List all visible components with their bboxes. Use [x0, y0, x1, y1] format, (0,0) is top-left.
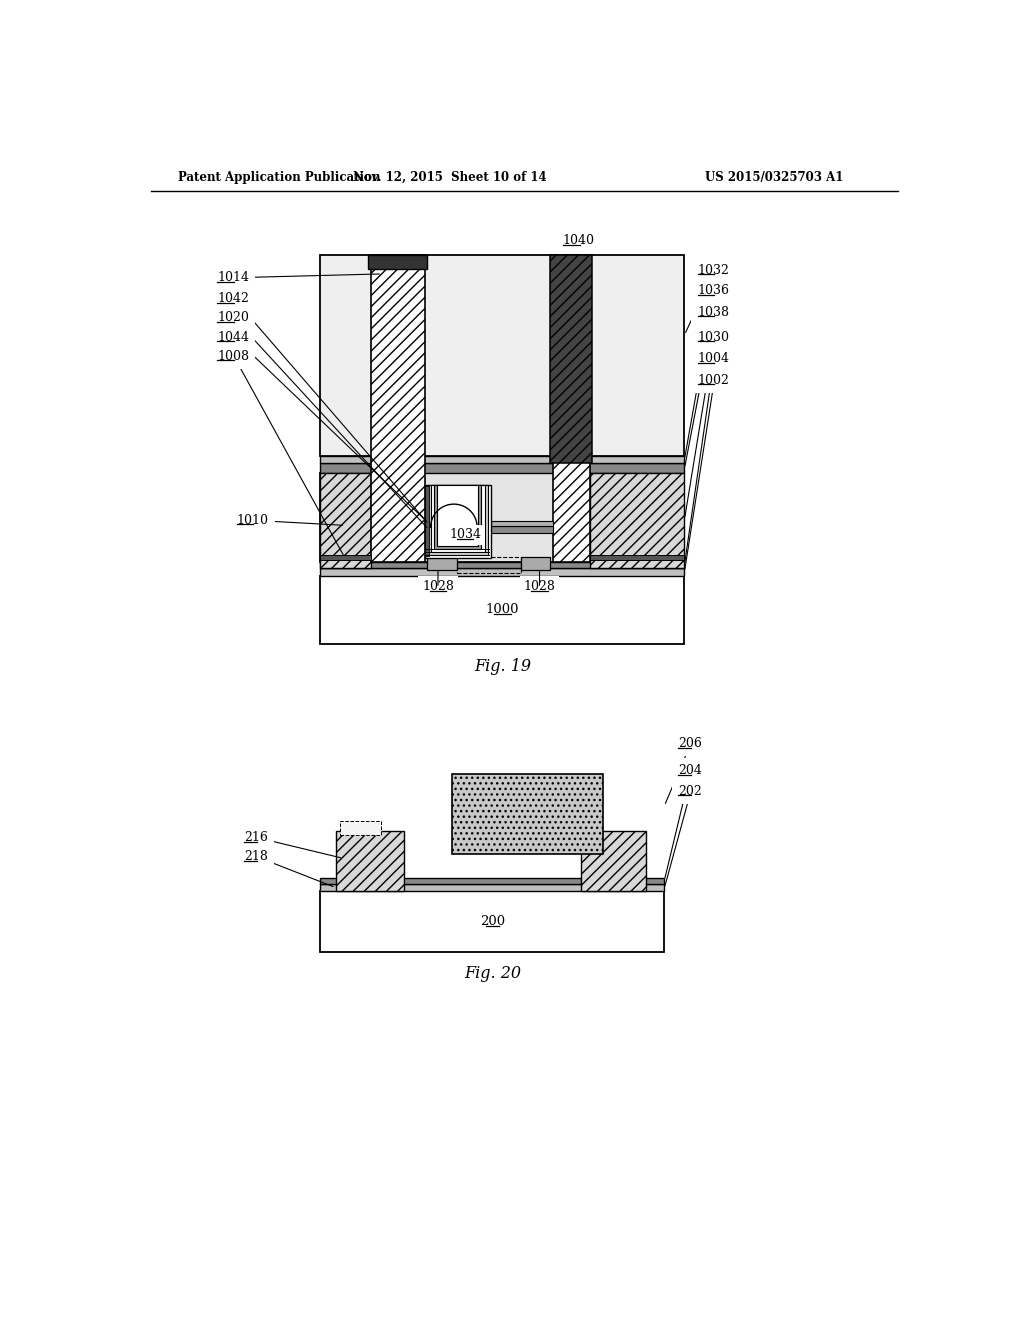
Bar — [434, 484, 481, 549]
Bar — [371, 255, 425, 562]
Text: 1008: 1008 — [217, 350, 249, 363]
Bar — [321, 463, 684, 474]
Bar — [550, 255, 592, 463]
Bar — [321, 562, 684, 568]
Bar — [321, 255, 684, 455]
Bar — [437, 484, 478, 545]
Text: 1040: 1040 — [563, 234, 595, 247]
Bar — [457, 557, 521, 573]
Text: 1030: 1030 — [697, 330, 730, 343]
Text: 1034: 1034 — [450, 528, 481, 541]
Text: 216: 216 — [245, 832, 268, 843]
Text: Fig. 20: Fig. 20 — [464, 965, 521, 982]
Bar — [553, 255, 590, 562]
Text: Patent Application Publication: Patent Application Publication — [178, 172, 381, 185]
Bar — [336, 832, 403, 891]
Text: 1028: 1028 — [523, 579, 555, 593]
Bar — [321, 576, 684, 644]
Bar — [427, 557, 457, 570]
Text: 1042: 1042 — [217, 292, 249, 305]
Text: 218: 218 — [245, 850, 268, 863]
Bar — [431, 484, 484, 552]
Bar — [321, 568, 684, 576]
Text: 1002: 1002 — [697, 374, 729, 387]
Bar — [321, 455, 684, 463]
Bar — [428, 484, 487, 554]
Bar — [321, 554, 371, 561]
Text: 1010: 1010 — [237, 513, 268, 527]
Text: 204: 204 — [678, 764, 702, 777]
Bar — [340, 821, 381, 836]
Bar — [321, 474, 371, 568]
Text: 1004: 1004 — [697, 352, 730, 366]
Bar — [321, 878, 665, 884]
Bar — [321, 474, 684, 562]
Text: 1000: 1000 — [485, 603, 519, 616]
Text: 202: 202 — [678, 785, 702, 797]
Bar — [425, 521, 553, 527]
Text: Nov. 12, 2015  Sheet 10 of 14: Nov. 12, 2015 Sheet 10 of 14 — [353, 172, 547, 185]
Text: Fig. 19: Fig. 19 — [474, 659, 530, 675]
Bar — [425, 484, 490, 558]
Bar — [321, 884, 665, 891]
Bar — [521, 557, 550, 570]
Bar — [581, 832, 646, 891]
Bar — [590, 474, 684, 568]
Bar — [321, 891, 665, 952]
Text: 1036: 1036 — [697, 284, 730, 297]
Text: 1028: 1028 — [422, 579, 454, 593]
Bar — [425, 487, 429, 557]
Text: 200: 200 — [479, 915, 505, 928]
Text: 1014: 1014 — [217, 271, 249, 284]
Text: 1044: 1044 — [217, 330, 249, 343]
Bar — [425, 527, 553, 533]
Text: 206: 206 — [678, 737, 702, 750]
Text: US 2015/0325703 A1: US 2015/0325703 A1 — [706, 172, 844, 185]
Text: 1020: 1020 — [217, 312, 249, 325]
Bar — [452, 774, 603, 854]
Text: 1032: 1032 — [697, 264, 729, 277]
Text: 1038: 1038 — [697, 306, 730, 319]
Bar — [369, 255, 427, 268]
Bar — [590, 554, 684, 561]
